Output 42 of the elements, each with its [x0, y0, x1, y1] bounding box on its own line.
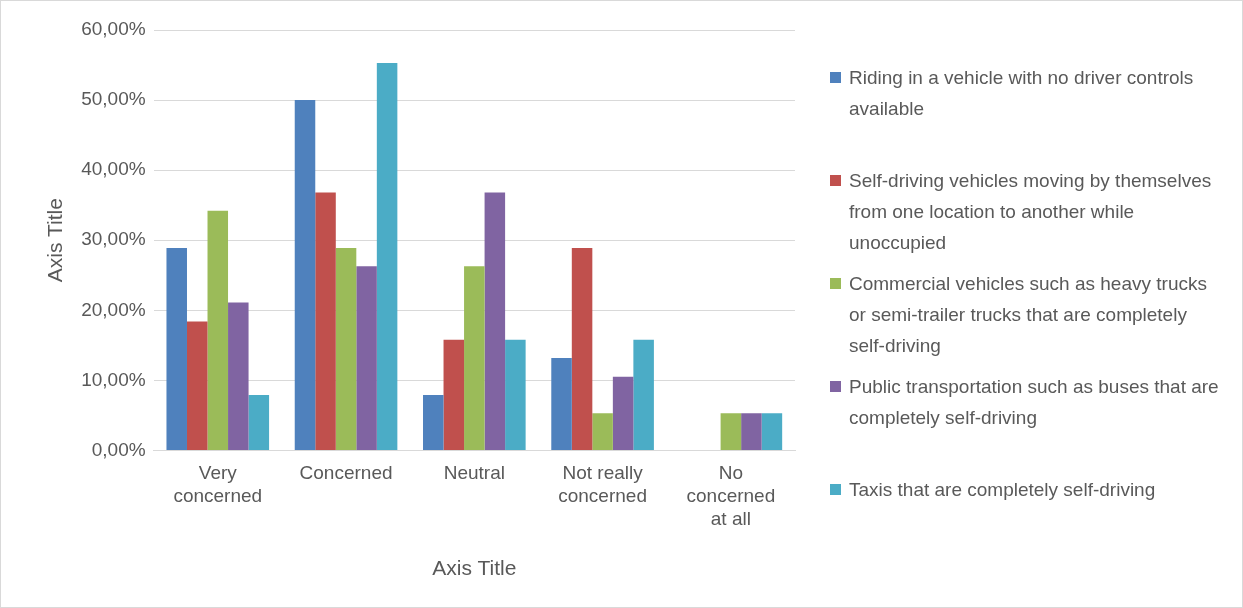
x-tick-label: Concerned: [299, 462, 393, 484]
bar: [612, 376, 634, 450]
y-tick-label: 60,00%: [81, 18, 146, 40]
bar: [356, 266, 377, 450]
y-tick-label: 20,00%: [81, 298, 146, 320]
bar: [761, 413, 783, 450]
bar: [741, 413, 762, 450]
bar: [315, 192, 336, 450]
legend-label: Commercial vehicles such as heavy trucks or semi-trailer trucks that are completely self-driving: [849, 272, 1208, 358]
y-tick-label: 30,00%: [81, 228, 146, 250]
bar: [166, 247, 187, 450]
bar: [551, 357, 572, 450]
legend-label: Riding in a vehicle with no driver controls available: [849, 66, 1195, 121]
x-tick-label: Not really concerned: [558, 462, 647, 506]
bar: [294, 100, 316, 450]
x-tick-label: Very concerned: [173, 462, 263, 506]
y-tick-label: 10,00%: [81, 368, 146, 390]
bar: [186, 321, 208, 450]
bar: [207, 210, 229, 450]
y-tick-label: 40,00%: [81, 158, 146, 180]
bar: [464, 266, 485, 450]
x-tick-label: No concerned at all: [686, 462, 776, 529]
legend-label: Taxis that are completely self-driving: [849, 478, 1156, 502]
legend-label: Self-driving vehicles moving by themselves from one location to another while unoccupied: [849, 169, 1213, 255]
bar: [633, 339, 654, 450]
y-tick-label: 50,00%: [81, 88, 146, 110]
bar: [592, 413, 613, 450]
x-axis-title: Axis Title: [432, 556, 517, 580]
bar: [228, 302, 249, 450]
bar: [443, 339, 465, 450]
bar: [720, 413, 742, 450]
y-axis-title: Axis Title: [43, 198, 67, 283]
bar: [505, 339, 526, 450]
bar: [423, 395, 444, 450]
bar: [376, 62, 398, 450]
bar: [571, 247, 593, 450]
legend-label: Public transportation such as buses that are completely self-driving: [849, 375, 1220, 430]
bar: [248, 395, 270, 450]
y-tick-label: 0,00%: [91, 438, 146, 460]
bar: [484, 192, 506, 450]
x-tick-label: Neutral: [443, 462, 505, 484]
bar: [335, 247, 357, 450]
